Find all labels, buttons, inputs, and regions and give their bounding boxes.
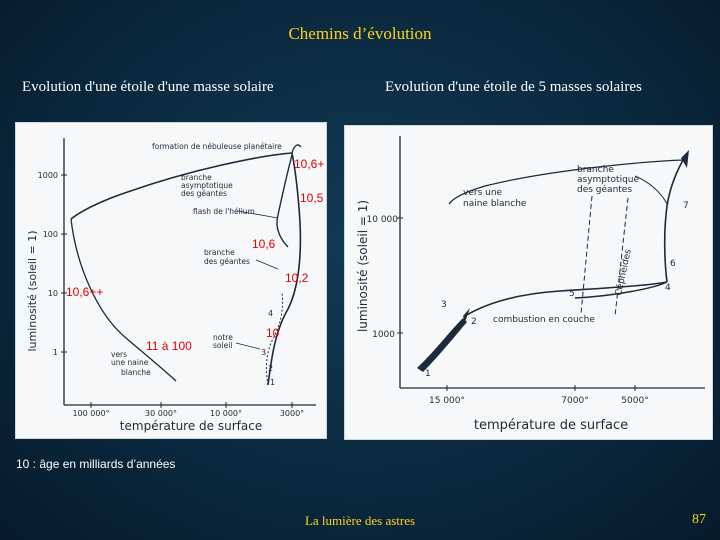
slide-title: Chemins d’évolution <box>288 24 432 43</box>
left-y-tick-label: 100 <box>43 230 58 239</box>
nebula-ejection-track <box>291 144 302 154</box>
right-label-agb-line1: branche <box>577 165 614 175</box>
right-x-tick-label: 7000° <box>561 396 588 406</box>
label-helium-flash: flash de l'hélium <box>193 207 255 216</box>
main-sequence-band <box>417 318 467 372</box>
main-sequence-track <box>265 292 284 386</box>
age-annotation: 10,2 <box>285 271 309 285</box>
right-stage-number: 1 <box>425 369 431 379</box>
left-x-tick-label: 100 000° <box>72 409 109 418</box>
age-annotation: 10,6+ <box>294 157 324 171</box>
blue-loop-track <box>574 281 668 299</box>
label-agb-line2: asymptotique <box>181 181 233 190</box>
left-x-axis-label: température de surface <box>120 419 262 433</box>
subtitle-five-solar-masses: Evolution d'une étoile de 5 masses solai… <box>385 79 642 95</box>
hr-diagram-one-solar-mass: 1000 100 10 1 100 000° 30 000° 10 000° 3… <box>15 122 327 439</box>
left-stage-number: 3 <box>261 348 266 357</box>
white-dwarf-track <box>448 159 684 205</box>
left-y-tick-label: 1 <box>53 348 58 357</box>
left-x-tick-label: 30 000° <box>145 409 177 418</box>
left-y-axis-label: luminosité (soleil = 1) <box>26 230 39 351</box>
right-stage-number: 3 <box>441 300 447 310</box>
evolution-track <box>70 152 302 386</box>
left-stage-number: 2 <box>268 364 273 373</box>
left-x-tick-label: 10 000° <box>210 409 242 418</box>
right-label-white-dwarf-line1: vers une <box>463 188 503 198</box>
agb-loop-track <box>276 154 293 248</box>
right-label-white-dwarf-line2: naine blanche <box>463 199 527 209</box>
right-label-agb-line2: asymptotique <box>577 175 639 185</box>
agb-tip <box>681 150 689 168</box>
label-white-dwarf-line1: vers <box>111 350 127 359</box>
right-y-tick-label: 10 000 <box>367 215 399 225</box>
left-stage-number: 1 <box>270 378 275 387</box>
right-stage-number: 2 <box>471 317 477 327</box>
right-stage-number: 6 <box>670 259 676 269</box>
left-y-tick-label: 1000 <box>38 171 58 180</box>
subtitle-one-solar-mass: Evolution d'une étoile d'une masse solai… <box>22 79 274 95</box>
label-planetary-nebula: formation de nébuleuse planétaire <box>152 142 282 151</box>
footnote-age-legend: 10 : âge en milliards d’années <box>16 457 176 471</box>
left-x-tick-label: 3000° <box>280 409 304 418</box>
hr-diagram-right-svg: 10 000 1000 15 000° 7000° 5000° températ… <box>356 136 705 433</box>
label-rgb-line1: branche <box>204 248 235 257</box>
footer-caption: La lumière des astres <box>304 513 416 528</box>
right-stage-number: 7 <box>683 201 689 211</box>
label-sun-line1: notre <box>213 333 233 342</box>
right-y-tick-label: 1000 <box>372 330 395 340</box>
right-label-cepheids: Céphéides <box>613 248 634 297</box>
age-annotation: 10,6++ <box>66 285 103 299</box>
left-stage-number: 4 <box>268 309 273 318</box>
label-agb-line3: des géantes <box>181 189 227 198</box>
hr-diagram-left-svg: 1000 100 10 1 100 000° 30 000° 10 000° 3… <box>26 138 324 433</box>
cepheid-strip-right <box>614 197 629 317</box>
agb-track <box>663 155 686 283</box>
agb-pointer <box>634 175 668 205</box>
crossing-track <box>464 281 668 317</box>
right-y-axis-label: luminosité (soleil = 1) <box>356 200 370 332</box>
white-dwarf-track <box>70 218 177 382</box>
age-annotation: 11 à 100 <box>146 339 192 353</box>
right-label-agb-line3: des géantes <box>577 184 632 195</box>
label-white-dwarf-line2: une naine <box>111 358 149 367</box>
helium-flash-pointer <box>237 210 279 219</box>
hr-diagram-five-solar-masses: 10 000 1000 15 000° 7000° 5000° températ… <box>344 125 713 440</box>
cepheid-strip-left <box>580 195 593 315</box>
label-sun-line2: soleil <box>213 341 232 350</box>
sun-pointer <box>235 342 261 350</box>
age-annotation: 10,6 <box>252 237 276 251</box>
right-x-tick-label: 15 000° <box>429 396 465 406</box>
label-agb-line1: branche <box>181 173 212 182</box>
right-label-shell-burning: combustion en couche <box>493 315 595 325</box>
age-annotation: 10 <box>266 326 280 340</box>
right-x-axis-label: température de surface <box>474 418 628 433</box>
right-stage-number: 5 <box>569 289 575 299</box>
label-white-dwarf-line3: blanche <box>121 368 151 377</box>
left-y-tick-label: 10 <box>48 289 58 298</box>
right-stage-number: 4 <box>665 283 671 293</box>
label-rgb-line2: des géantes <box>204 257 250 266</box>
rgb-pointer <box>255 259 279 270</box>
age-annotation: 10,5 <box>300 191 324 205</box>
page-number: 87 <box>692 512 706 527</box>
right-x-tick-label: 5000° <box>621 396 648 406</box>
